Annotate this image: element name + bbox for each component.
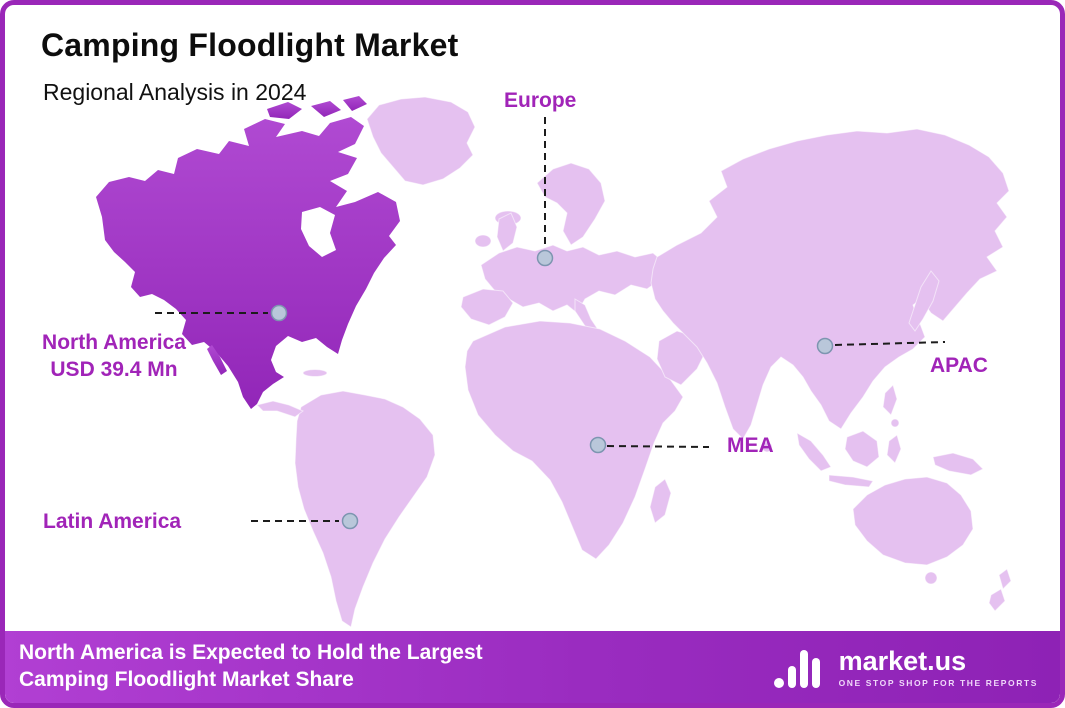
leader-line-mea — [606, 445, 710, 448]
europe-landmass — [480, 244, 666, 314]
tasmania-island — [924, 571, 938, 585]
marker-dot-apac — [816, 337, 834, 355]
central-america-landmass — [256, 400, 304, 418]
label-north-america-name: North America — [42, 331, 186, 354]
new-zealand-south — [988, 588, 1006, 612]
arctic-island-2 — [311, 101, 341, 117]
borneo-island — [844, 430, 880, 468]
world-map — [96, 96, 1012, 628]
uk-landmass — [496, 212, 518, 252]
footer-caption: North America is Expected to Hold the La… — [19, 640, 483, 694]
new-guinea-island — [932, 452, 984, 476]
label-north-america-value: USD 39.4 Mn — [50, 358, 178, 381]
brand-block: market.us ONE STOP SHOP FOR THE REPORTS — [772, 644, 1038, 690]
brand-text: market.us ONE STOP SHOP FOR THE REPORTS — [839, 647, 1038, 688]
arctic-island-1 — [267, 102, 302, 119]
philippines-island-2 — [890, 418, 900, 428]
sulawesi-island — [886, 434, 902, 464]
footer-caption-line1: North America is Expected to Hold the La… — [19, 641, 483, 665]
market-us-logo-icon — [773, 650, 820, 688]
marker-dot-latin-america — [341, 512, 359, 530]
iberia-landmass — [460, 288, 514, 326]
java-island — [828, 474, 874, 488]
caribbean-islands — [302, 369, 328, 377]
hudson-bay — [301, 207, 336, 257]
new-zealand-north — [998, 568, 1012, 590]
page-title: Camping Floodlight Market — [41, 27, 459, 63]
africa-landmass — [464, 320, 684, 560]
baja-peninsula — [207, 345, 227, 375]
japan-landmass — [908, 270, 940, 332]
marker-dot-europe — [536, 249, 554, 267]
north-america-region — [96, 117, 400, 409]
footer-caption-line2: Camping Floodlight Market Share — [19, 668, 354, 691]
marker-dot-mea — [589, 436, 607, 454]
label-mea: MEA — [727, 434, 774, 457]
label-latin-america: Latin America — [43, 510, 182, 533]
footer-banner: North America is Expected to Hold the La… — [5, 631, 1060, 703]
label-north-america: North America USD 39.4 Mn — [15, 329, 213, 383]
madagascar-landmass — [649, 478, 672, 524]
australia-landmass — [852, 476, 974, 566]
label-apac: APAC — [930, 354, 988, 377]
philippines-islands — [882, 384, 898, 416]
sumatra-island — [796, 432, 832, 472]
south-america-landmass — [294, 390, 436, 628]
marker-dot-north-america — [270, 304, 288, 322]
greenland-landmass — [366, 96, 476, 186]
label-europe: Europe — [504, 89, 577, 112]
brand-name: market.us — [838, 645, 967, 676]
ireland-landmass — [474, 234, 492, 248]
scandinavia-landmass — [536, 162, 606, 246]
sri-lanka-island — [761, 441, 773, 453]
asia-landmass — [650, 128, 1010, 440]
leader-line-apac — [834, 341, 946, 346]
brand-tagline: ONE STOP SHOP FOR THE REPORTS — [838, 677, 1038, 688]
page-subtitle: Regional Analysis in 2024 — [43, 79, 307, 105]
arctic-island-3 — [343, 96, 367, 111]
